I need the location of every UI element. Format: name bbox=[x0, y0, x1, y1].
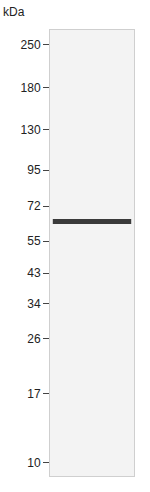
svg-text:55: 55 bbox=[27, 234, 41, 248]
svg-text:43: 43 bbox=[27, 266, 41, 280]
svg-text:10: 10 bbox=[27, 456, 41, 470]
svg-text:34: 34 bbox=[27, 297, 41, 311]
svg-text:95: 95 bbox=[27, 163, 41, 177]
svg-text:kDa: kDa bbox=[3, 5, 25, 19]
svg-text:250: 250 bbox=[21, 38, 41, 52]
svg-text:72: 72 bbox=[27, 199, 41, 213]
svg-text:130: 130 bbox=[21, 123, 41, 137]
svg-text:26: 26 bbox=[27, 332, 41, 346]
svg-text:180: 180 bbox=[21, 81, 41, 95]
svg-text:17: 17 bbox=[27, 387, 41, 401]
